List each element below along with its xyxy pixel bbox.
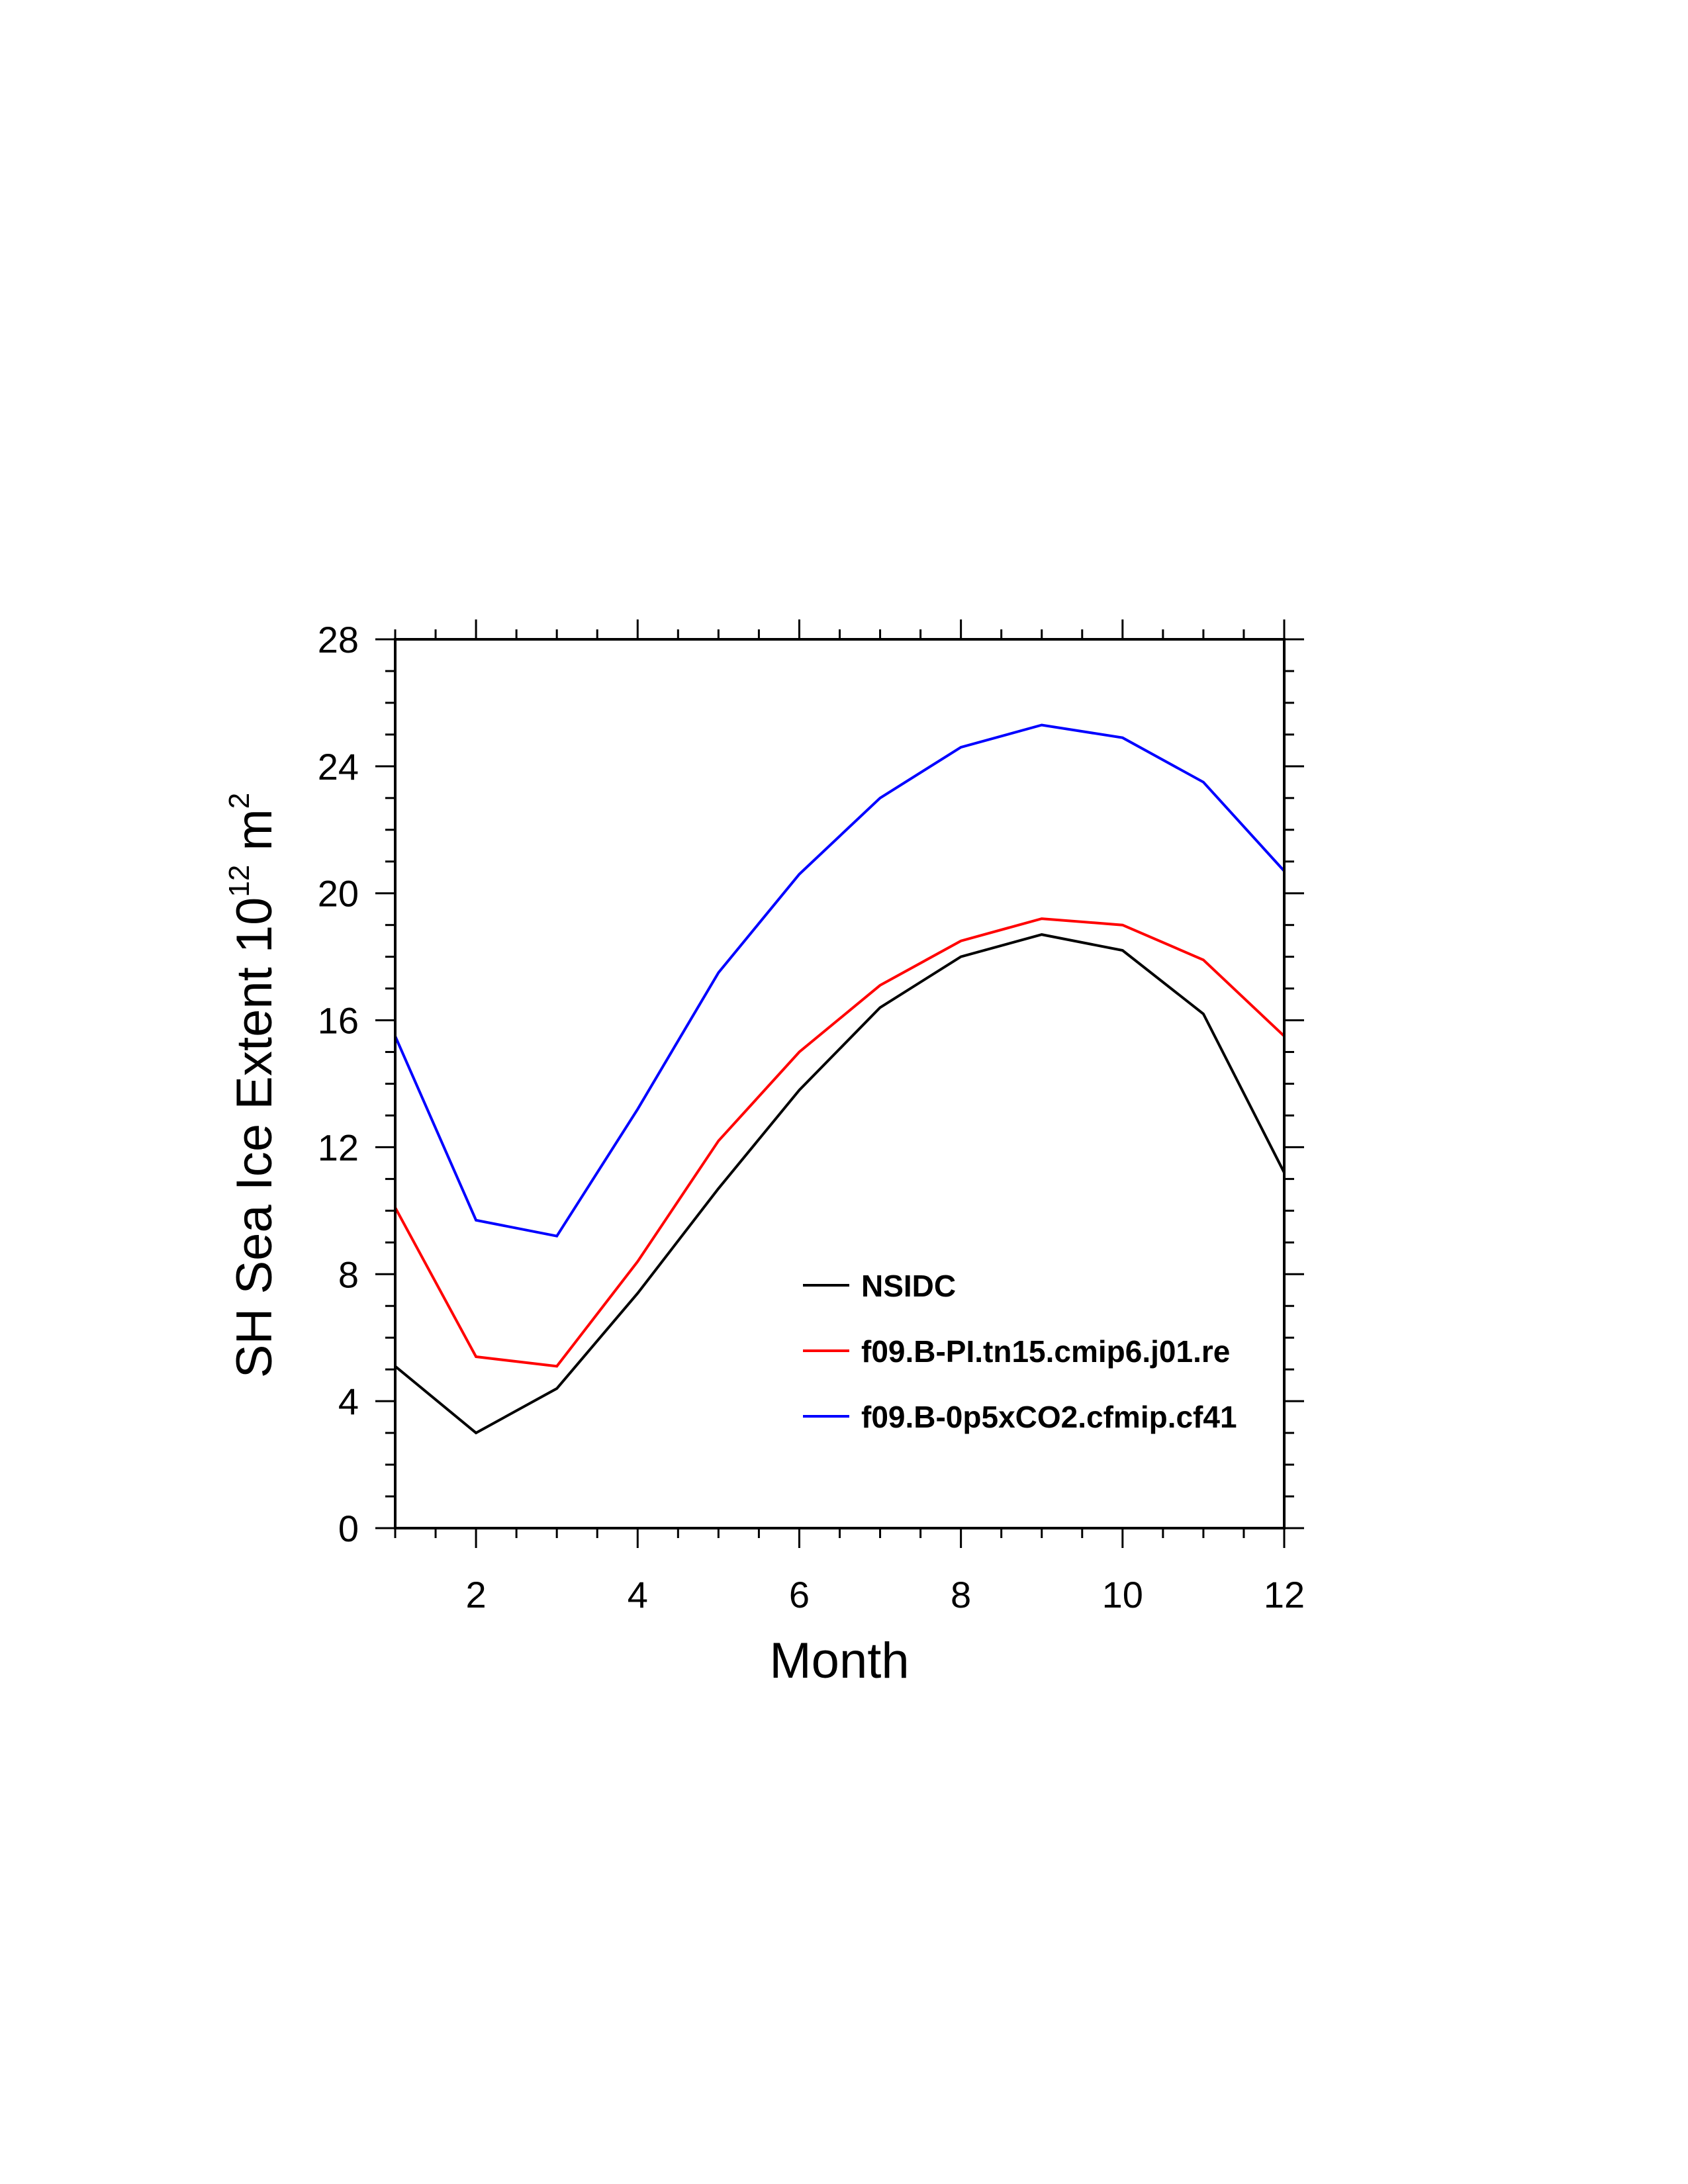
x-axis-label: Month <box>769 1633 909 1689</box>
y-tick-label: 24 <box>318 746 359 788</box>
x-tick-label: 8 <box>951 1574 971 1615</box>
x-tick-label: 4 <box>628 1574 648 1615</box>
x-tick-label: 12 <box>1264 1574 1305 1615</box>
y-axis-label-exponent: 12 <box>223 865 256 897</box>
y-axis-label-unit: m <box>226 809 283 864</box>
y-axis-label: SH Sea Ice Extent 1012 m2 <box>223 793 283 1379</box>
x-tick-label: 10 <box>1102 1574 1143 1615</box>
legend-label-2: f09.B-PI.tn15.cmip6.j01.re <box>861 1334 1230 1369</box>
y-tick-label: 12 <box>318 1126 359 1168</box>
y-tick-label: 20 <box>318 873 359 915</box>
y-tick-label: 8 <box>338 1253 359 1295</box>
y-axis-label-unit-exponent: 2 <box>223 793 256 809</box>
legend-label-1: NSIDC <box>861 1269 956 1303</box>
series-line-3 <box>394 723 1286 1238</box>
y-tick-label: 4 <box>338 1381 359 1422</box>
axis-labels: Month SH Sea Ice Extent 1012 m2 <box>223 793 910 1689</box>
plot-frame <box>394 638 1286 1529</box>
y-tick-label: 16 <box>318 1000 359 1042</box>
y-tick-label: 0 <box>338 1508 359 1549</box>
series-line-2 <box>394 917 1286 1368</box>
plot-series-group <box>394 723 1286 1435</box>
series-line-1 <box>394 933 1286 1435</box>
x-tick-label: 2 <box>466 1574 487 1615</box>
x-tick-label: 6 <box>789 1574 810 1615</box>
y-tick-label: 28 <box>318 619 359 660</box>
legend-label-3: f09.B-0p5xCO2.cfmip.cf41 <box>861 1400 1237 1434</box>
legend: NSIDC f09.B-PI.tn15.cmip6.j01.re f09.B-0p5… <box>803 1269 1237 1434</box>
y-axis-label-main: SH Sea Ice Extent 10 <box>226 897 283 1379</box>
